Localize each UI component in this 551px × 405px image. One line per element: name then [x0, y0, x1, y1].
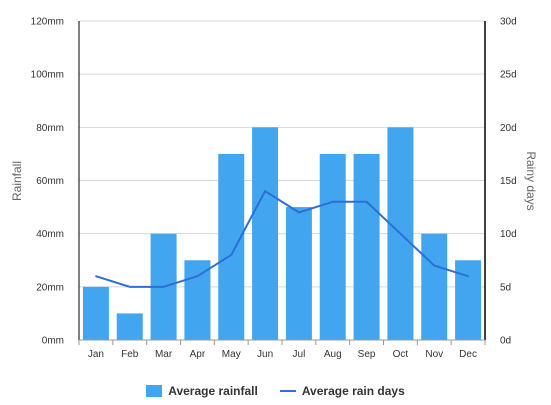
- legend-label-rainfall: Average rainfall: [168, 384, 258, 398]
- x-tick-label: Jan: [88, 349, 104, 360]
- line-point: [162, 286, 165, 288]
- y2-axis-title: Rainy days: [524, 151, 538, 210]
- line-point: [196, 275, 199, 278]
- x-tick-label: Mar: [155, 349, 173, 360]
- y2-tick-label: 0d: [500, 336, 511, 347]
- bar: [82, 286, 109, 340]
- x-tick-label: Jun: [257, 349, 273, 360]
- gridlines: [79, 20, 485, 288]
- x-tick-label: Jul: [293, 349, 306, 360]
- x-tick-label: Sep: [358, 349, 376, 360]
- bar: [116, 313, 143, 340]
- x-tick-label: Nov: [425, 349, 443, 360]
- line-point: [467, 275, 469, 278]
- y2-tick-label: 5d: [500, 282, 511, 293]
- bar: [285, 207, 312, 340]
- x-tick-label: Dec: [459, 349, 477, 360]
- bar: [252, 127, 279, 340]
- line-point: [230, 254, 233, 256]
- line-point: [399, 232, 402, 235]
- y-tick-label: 40mm: [36, 229, 64, 240]
- line-point: [433, 264, 436, 267]
- y2-tick-label: 20d: [500, 123, 517, 134]
- x-tick-label: Feb: [121, 349, 139, 360]
- legend-item-rain-days[interactable]: Average rain days: [279, 384, 405, 398]
- x-tick-label: Oct: [393, 349, 409, 360]
- legend-swatch-bar: [146, 385, 163, 397]
- y2-tick-label: 10d: [500, 229, 517, 240]
- y-tick-label: 20mm: [36, 282, 64, 293]
- rain-days-line: [95, 190, 469, 288]
- rain-days-polyline: [95, 190, 469, 288]
- y-tick-label: 60mm: [36, 176, 64, 187]
- legend-item-rainfall[interactable]: Average rainfall: [146, 384, 258, 398]
- y-tick-label: 80mm: [36, 123, 64, 134]
- line-point: [128, 286, 131, 288]
- line-point: [331, 200, 334, 203]
- legend-swatch-line: [279, 390, 296, 392]
- y2-tick-label: 25d: [500, 70, 517, 81]
- x-tick-label: May: [222, 349, 241, 360]
- y-axis-title: Rainfall: [10, 161, 24, 201]
- tick-labels: 0mm 20mm 40mm 60mm 80mm 100mm 120mm 0d 5d 10d 15d 2…: [31, 17, 517, 361]
- y-tick-label: 120mm: [31, 17, 64, 28]
- legend: Average rainfall Average rain days: [0, 382, 551, 400]
- y-tick-label: 100mm: [31, 70, 64, 81]
- bar: [421, 233, 448, 340]
- axes: [78, 21, 486, 345]
- y2-tick-label: 30d: [500, 17, 517, 28]
- bar: [353, 153, 380, 340]
- bar: [218, 153, 245, 340]
- line-point: [264, 190, 266, 192]
- x-tick-label: Apr: [190, 349, 206, 360]
- bar: [319, 153, 346, 340]
- y2-tick-label: 15d: [500, 176, 517, 187]
- bar: [184, 260, 211, 340]
- bar: [455, 260, 482, 340]
- line-point: [298, 211, 300, 214]
- line-point: [365, 200, 368, 203]
- y-tick-label: 0mm: [42, 336, 64, 347]
- line-point: [95, 275, 97, 278]
- x-tick-label: Aug: [324, 349, 342, 360]
- legend-label-rain-days: Average rain days: [301, 384, 405, 398]
